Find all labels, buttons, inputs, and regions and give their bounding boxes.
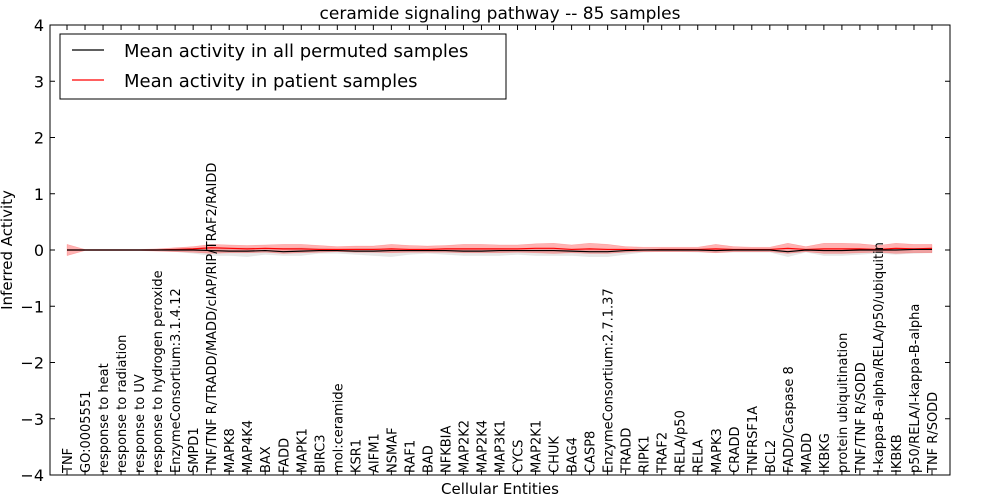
- y-tick-label: 3: [34, 72, 44, 91]
- x-category-label: TNFRSF1A: [746, 406, 761, 474]
- x-category-label: CASP8: [584, 431, 599, 473]
- x-category-label: BAD: [421, 445, 436, 473]
- x-category-label: p50/RELA/I-kappa-B-alpha: [908, 304, 923, 473]
- series-lines: [67, 247, 933, 253]
- y-tick-label: 2: [34, 129, 44, 148]
- series-line-permuted: [67, 248, 932, 253]
- y-tick-label: 4: [34, 16, 44, 35]
- x-category-label: AIFM1: [367, 433, 382, 473]
- x-category-label: BIRC3: [313, 435, 328, 474]
- legend-label-patient: Mean activity in patient samples: [124, 71, 418, 92]
- x-category-label: SMPD1: [187, 427, 202, 473]
- y-tick-label: −2: [20, 354, 44, 373]
- x-category-label: MADD: [800, 433, 815, 473]
- x-category-label: TNF/TNF R/TRADD/MADD/cIAP/RIP/TRAF2/RAID…: [205, 163, 220, 474]
- x-category-label: IKBKB: [890, 434, 905, 473]
- x-category-label: BCL2: [764, 440, 779, 473]
- chart-title: ceramide signaling pathway -- 85 samples: [320, 4, 681, 24]
- x-category-label: CHUK: [548, 436, 563, 473]
- x-category-label: FADD: [277, 438, 292, 473]
- x-category-label: MAPK8: [223, 428, 238, 473]
- x-category-label: protein ubiquitination: [836, 333, 851, 473]
- x-category-label: response to UV: [133, 374, 148, 473]
- x-category-label: response to heat: [97, 363, 112, 473]
- x-category-label: CYCS: [512, 440, 527, 473]
- x-category-label: IKBKG: [818, 433, 833, 473]
- x-category-label: BAX: [259, 446, 274, 473]
- x-category-label: FADD/Caspase 8: [782, 366, 797, 473]
- x-category-label: RAF1: [403, 440, 418, 473]
- x-category-label: NFKBIA: [439, 426, 454, 473]
- x-category-label: TNF/TNF R/SODD: [854, 362, 869, 474]
- y-tick-label: 0: [34, 241, 44, 260]
- x-category-label: MAP2K4: [475, 420, 490, 473]
- x-category-label: KSR1: [349, 439, 364, 473]
- x-category-label: RIPK1: [638, 435, 653, 473]
- y-tick-label: 1: [34, 185, 44, 204]
- y-tick-label: −1: [20, 297, 44, 316]
- y-axis: −4 −3 −2 −1 0 1 2 3 4: [20, 16, 950, 485]
- x-category-label: MAP3K1: [494, 420, 509, 473]
- x-category-label: CRADD: [728, 427, 743, 474]
- x-category-label: EnzymeConsortium:3.1.4.12: [169, 288, 184, 473]
- legend-label-permuted: Mean activity in all permuted samples: [124, 41, 468, 62]
- x-category-label: MAP2K2: [457, 420, 472, 473]
- legend-box: [59, 33, 507, 100]
- x-category-label: I-kappa-B-alpha/RELA/p50/ubiquitin: [872, 242, 887, 473]
- x-category-label: RELA/p50: [674, 410, 689, 473]
- x-category-label: MAPK3: [710, 428, 725, 473]
- x-axis: TNF GO:0005551 response to heat response to…: [61, 25, 941, 475]
- y-tick-label: −3: [20, 410, 44, 429]
- x-category-label: MAP2K1: [530, 420, 545, 473]
- x-category-label: MAPK1: [295, 428, 310, 473]
- x-category-label: response to hydrogen peroxide: [151, 270, 166, 473]
- x-category-label: TNF R/SODD: [926, 392, 941, 474]
- x-category-label: TRADD: [620, 428, 635, 474]
- y-axis-label: Inferred Activity: [0, 190, 16, 310]
- x-category-label: response to radiation: [115, 335, 130, 473]
- x-axis-label: Cellular Entities: [441, 480, 559, 498]
- x-category-label: mol:ceramide: [331, 383, 346, 473]
- series-line-patient: [67, 247, 933, 251]
- x-category-label: MAP4K4: [241, 420, 256, 473]
- x-category-label: RELA: [692, 439, 707, 473]
- y-tick-label: −4: [20, 466, 44, 485]
- x-category-label: NSMAF: [385, 427, 400, 473]
- x-category-label: BAG4: [566, 437, 581, 473]
- band-permuted: [67, 246, 933, 258]
- legend: Mean activity in all permuted samples Me…: [59, 33, 507, 100]
- x-category-label: TRAF2: [656, 432, 671, 474]
- x-category-label: TNF: [61, 448, 76, 474]
- x-category-label: GO:0005551: [79, 391, 94, 473]
- x-category-label: EnzymeConsortium:2.7.1.37: [602, 288, 617, 473]
